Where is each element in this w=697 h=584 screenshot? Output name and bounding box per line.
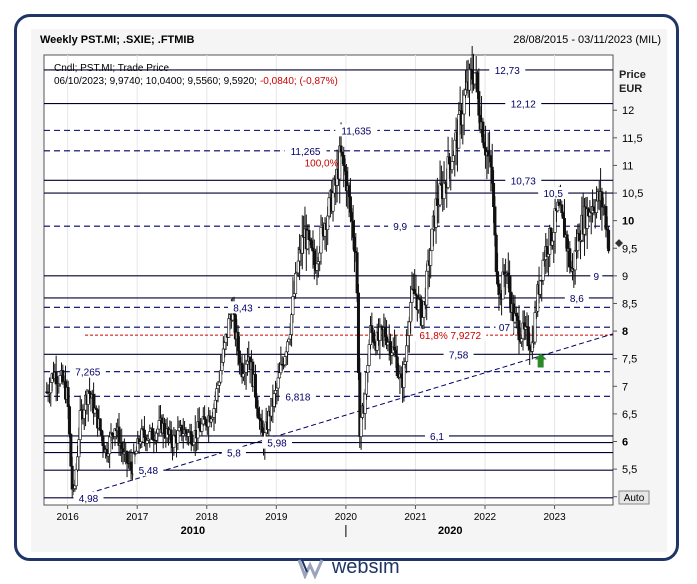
fib-label-bg	[414, 329, 487, 342]
level-label-bg	[69, 365, 106, 378]
y-tick-label: 9	[622, 271, 628, 283]
candle-body	[607, 229, 611, 252]
y-tick-label: 7	[622, 381, 628, 393]
level-label-bg	[443, 348, 474, 361]
level-label: 11,635	[341, 126, 371, 137]
websim-logo-icon	[297, 558, 324, 579]
websim-logo: websim	[0, 556, 697, 579]
fibonacci-label: 61,8% 7,9272	[419, 331, 481, 342]
svg-text:06/10/2023; 9,9740; 10,0400; 9: 06/10/2023; 9,9740; 10,0400; 9,5560; 9,5…	[54, 76, 338, 87]
y-tick-label: 6	[622, 437, 628, 449]
level-label: 8,6	[570, 294, 584, 305]
candle-body	[339, 145, 343, 153]
level-label: 12,73	[495, 66, 520, 77]
candle-body	[98, 418, 102, 431]
y-tick-label: 12	[622, 105, 634, 117]
x-tick-label: 2020	[335, 512, 358, 523]
y-tick-label: 11,5	[622, 133, 643, 145]
candle-body	[450, 161, 454, 170]
level-label: 6,1	[430, 432, 444, 443]
level-label-bg	[425, 429, 450, 442]
y-tick-label: 8	[622, 326, 628, 338]
x-tick-label: 2022	[474, 512, 497, 523]
level-label-bg	[388, 220, 413, 233]
candle-body	[429, 250, 433, 266]
level-label: 5,8	[227, 449, 241, 460]
x-tick-label: 2018	[196, 512, 219, 523]
y-tick-label: 5,5	[622, 464, 637, 476]
y-tick-label: 6,5	[622, 409, 637, 421]
level-label-bg	[495, 321, 514, 334]
level-label-bg	[564, 291, 589, 304]
currency-axis-title: EUR	[619, 83, 642, 95]
level-label: 9,9	[393, 222, 407, 233]
level-label-bg	[227, 301, 258, 314]
x-tick-label: 2023	[543, 512, 566, 523]
level-label: 12,12	[511, 100, 536, 111]
candle-body	[176, 430, 180, 444]
level-label-bg	[489, 63, 526, 76]
candle-body	[359, 417, 363, 437]
candle-body	[276, 377, 280, 389]
level-label-bg	[505, 97, 542, 110]
level-label: 07	[499, 323, 511, 334]
level-label-bg	[262, 436, 293, 449]
candle-body	[68, 406, 72, 435]
y-tick-label: 10	[622, 216, 634, 228]
level-label-bg	[335, 124, 378, 137]
auto-button[interactable]	[618, 490, 650, 505]
plot-area	[43, 54, 614, 506]
level-label-bg	[73, 491, 104, 504]
auto-button-label[interactable]: Auto	[624, 493, 645, 504]
level-label-bg	[538, 187, 569, 200]
candle-body	[74, 469, 78, 487]
trendline	[73, 333, 614, 499]
candle-body	[366, 365, 370, 373]
buy-signal-arrow-icon	[534, 353, 547, 368]
y-tick-label: 7,5	[622, 354, 637, 366]
level-label: 8,43	[233, 303, 253, 314]
x-major-label: 2010	[181, 525, 205, 537]
price-axis-title: Price	[619, 69, 646, 81]
level-label-bg	[279, 390, 316, 403]
level-label: 11,265	[291, 147, 321, 158]
y-tick-label: 10,5	[622, 188, 643, 200]
x-tick-label: 2016	[57, 512, 80, 523]
y-tick-label: 8,5	[622, 298, 637, 310]
level-label-bg	[590, 269, 603, 282]
legend-values: 06/10/2023; 9,9740; 10,0400; 9,5560; 9,5…	[54, 76, 257, 87]
x-tick-label: 2019	[265, 512, 288, 523]
legend-change: -0,0840; (-0,87%)	[260, 76, 338, 87]
level-label-bg	[505, 174, 542, 187]
x-major-label: 2020	[438, 525, 462, 537]
candle-body	[66, 387, 70, 408]
legend-line1: Cndl; PST.MI; Trade Price	[54, 63, 169, 74]
level-label: 7,265	[75, 368, 100, 379]
last-value-marker	[615, 239, 623, 248]
x-tick-label: 2021	[404, 512, 427, 523]
level-label: 9	[594, 272, 600, 283]
candle-body	[294, 272, 298, 294]
level-label: 6,818	[285, 392, 310, 403]
level-label: 5,48	[139, 466, 159, 477]
fibonacci-100-label: 100,0%	[305, 159, 339, 170]
y-tick-label: 11	[622, 160, 633, 172]
level-label: 5,98	[267, 439, 287, 450]
y-tick-label: 9,5	[622, 243, 637, 255]
level-label-bg	[133, 464, 164, 477]
level-label: 7,58	[449, 350, 469, 361]
date-range: 28/08/2015 - 03/11/2023 (MIL)	[513, 34, 661, 46]
level-label: 10,5	[543, 189, 563, 200]
level-label-bg	[221, 446, 246, 459]
level-label: 4,98	[79, 494, 99, 505]
websim-logo-text: websim	[331, 556, 400, 578]
x-tick-label: 2017	[126, 512, 149, 523]
level-label-bg	[284, 144, 327, 157]
candle-body	[493, 206, 497, 236]
level-label: 10,73	[511, 176, 536, 187]
chart-title: Weekly PST.MI; .SXIE; .FTMIB	[40, 34, 195, 46]
